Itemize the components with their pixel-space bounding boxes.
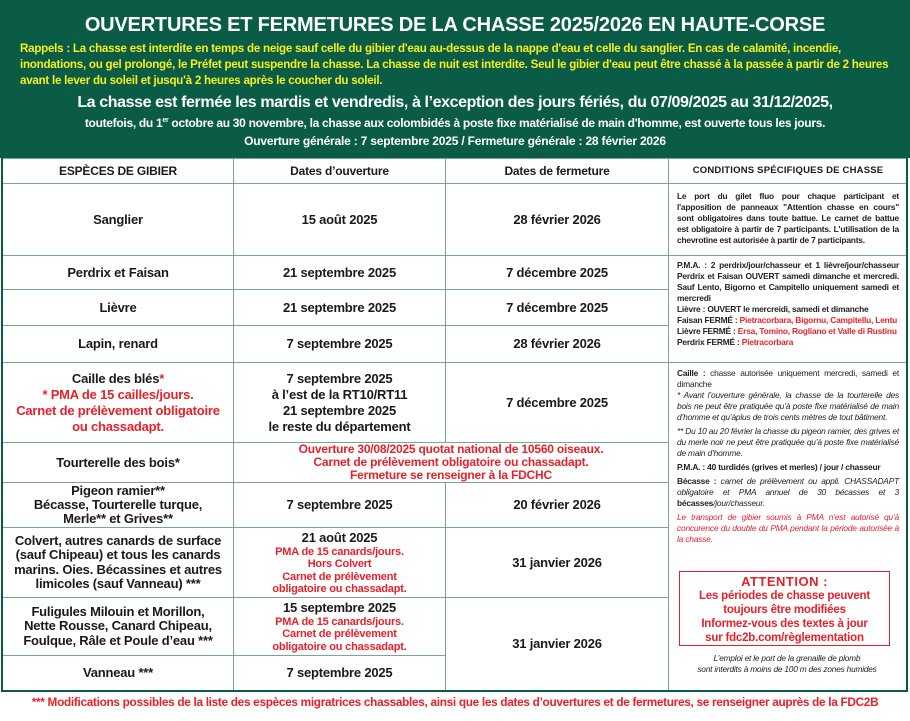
conditions-petit-gibier: P.M.A. : 2 perdrix/jour/chasseur et 1 li… [668, 255, 908, 363]
open-lapin: 7 septembre 2025 [233, 325, 446, 363]
species-lapin: Lapin, renard [2, 325, 234, 363]
close-perdrix: 7 décembre 2025 [445, 255, 669, 290]
open-fuligules: 15 septembre 2025 PMA de 15 canards/jour… [233, 597, 446, 656]
col-header-close: Dates de fermeture [445, 158, 669, 184]
closed-days-text: La chasse est fermée les mardis et vendr… [77, 94, 833, 111]
col-header-conditions: CONDITIONS SPÉCIFIQUES DE CHASSE [668, 158, 908, 184]
close-fuligules-vanneau: 31 janvier 2026 [445, 597, 669, 691]
plomb-note: L’emploi et le port de la grenaille de p… [697, 653, 877, 674]
open-sanglier: 15 août 2025 [233, 183, 446, 256]
conditions-sanglier: Le port du gilet fluo pour chaque partic… [668, 183, 908, 256]
open-vanneau: 7 septembre 2025 [233, 655, 446, 691]
open-lievre: 21 septembre 2025 [233, 289, 446, 326]
open-colvert: 21 août 2025 PMA de 15 canards/jours. Hor… [233, 527, 446, 598]
col-header-species: ESPÈCES DE GIBIER [2, 158, 234, 184]
conditions-migrateurs: Caille : chasse autorisée uniquement mer… [668, 362, 908, 691]
col-header-open: Dates d’ouverture [233, 158, 446, 184]
colombides-text: toutefois, du 1er octobre au 30 novembre… [84, 116, 826, 130]
close-lievre: 7 décembre 2025 [445, 289, 669, 326]
species-pigeon: Pigeon ramier** Bécasse, Tourterelle turq… [2, 482, 234, 528]
species-perdrix: Perdrix et Faisan [2, 255, 234, 290]
species-sanglier: Sanglier [2, 183, 234, 256]
close-pigeon: 20 février 2026 [445, 482, 669, 528]
page-title: OUVERTURES ET FERMETURES DE LA CHASSE 20… [84, 14, 826, 36]
close-caille: 7 décembre 2025 [445, 362, 669, 443]
general-dates: Ouverture générale : 7 septembre 2025 / … [244, 134, 666, 148]
species-colvert: Colvert, autres canards de surface (sauf … [2, 527, 234, 598]
rappels-text: Rappels : La chasse est interdite en tem… [20, 42, 889, 87]
species-vanneau: Vanneau *** [2, 655, 234, 691]
open-perdrix: 21 septembre 2025 [233, 255, 446, 290]
header-banner: OUVERTURES ET FERMETURES DE LA CHASSE 20… [0, 0, 910, 158]
close-sanglier: 28 février 2026 [445, 183, 669, 256]
close-colvert: 31 janvier 2026 [445, 527, 669, 598]
species-tourterelle: Tourterelle des bois* [2, 442, 234, 483]
open-caille: 7 septembre 2025 à l’est de la RT10/RT11 2… [233, 362, 446, 443]
species-fuligules: Fuligules Milouin et Morillon, Nette Rous… [2, 597, 234, 656]
species-caille: Caille des blés* * PMA de 15 cailles/jou… [2, 362, 234, 443]
close-lapin: 28 février 2026 [445, 325, 669, 363]
species-lievre: Lièvre [2, 289, 234, 326]
attention-box: ATTENTION : Les périodes de chasse peuve… [679, 571, 890, 646]
tourterelle-note: Ouverture 30/08/2025 quotat national de … [233, 442, 669, 483]
footnote: *** Modifications possibles de la liste … [31, 695, 879, 709]
open-pigeon: 7 septembre 2025 [233, 482, 446, 528]
